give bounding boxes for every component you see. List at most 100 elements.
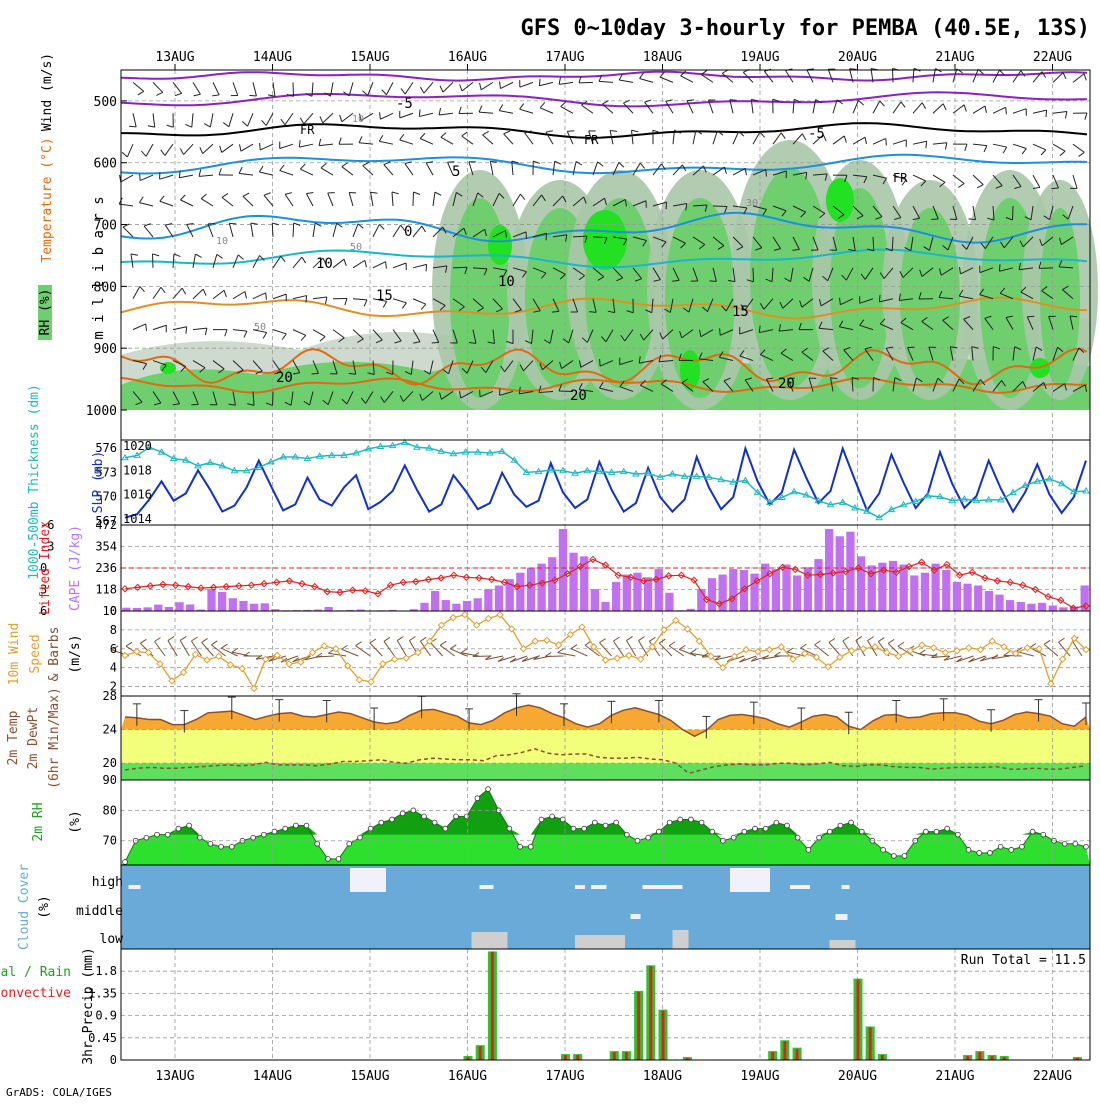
- wind-barb-flag: [259, 166, 263, 172]
- wind-barb-flag: [201, 194, 206, 198]
- wind-barb-flag: [850, 69, 857, 70]
- wind-barb-flag: [319, 139, 321, 146]
- temp-ylabel3: (6hr Min/Max): [47, 687, 62, 789]
- wind-barb-staff: [973, 144, 987, 145]
- contour-minus10: [121, 72, 1087, 81]
- wind-barb-staff: [165, 144, 173, 155]
- wind-barb-flag: [280, 165, 284, 171]
- wind-barb-staff: [173, 254, 174, 268]
- rh-saturated-core: [826, 178, 854, 222]
- wind-barb-staff: [121, 175, 133, 182]
- wind-barb-staff: [153, 287, 161, 298]
- wind-speed-marker: [450, 615, 456, 621]
- wind-barb-staff: [892, 237, 893, 251]
- barb-10m-staff: [397, 641, 406, 656]
- cape-bar: [420, 603, 428, 611]
- wind-barb-staff: [973, 69, 978, 82]
- wind-barb-staff: [1073, 144, 1084, 152]
- date-top-label: 15AUG: [350, 50, 389, 65]
- wind-barb-staff: [313, 330, 325, 337]
- rh-marker: [614, 820, 619, 825]
- slp-line: [125, 449, 1086, 518]
- wind-barb-flag: [600, 359, 601, 366]
- precip-bar-convective: [991, 1056, 994, 1060]
- barb-10m-flag: [384, 637, 390, 641]
- wind-barb-flag: [977, 185, 983, 188]
- barb-10m-staff: [384, 641, 394, 656]
- wind-barb-flag: [500, 82, 501, 89]
- wind-barb-flag: [520, 104, 524, 110]
- wind-barb-staff: [693, 130, 696, 144]
- wind-barb-flag: [943, 104, 946, 110]
- wind-barb-staff: [153, 325, 166, 329]
- date-bottom-label: 18AUG: [643, 1069, 682, 1084]
- precip-bar-convective: [978, 1052, 981, 1060]
- wind-barb-staff: [243, 196, 253, 206]
- wind-barb-flag: [419, 109, 420, 116]
- rh-marker: [368, 826, 373, 831]
- wind-barb-staff: [500, 82, 513, 88]
- wind-barb-staff: [1039, 268, 1053, 269]
- wind-barb-staff: [199, 175, 213, 176]
- rh-marker: [486, 787, 491, 792]
- date-top-label: 17AUG: [545, 50, 584, 65]
- upper-air-panel: -5 -5 FR FR FR 5 0 10 10 15 15 20 20 20 …: [38, 53, 1098, 440]
- rh-marker: [1009, 847, 1014, 852]
- wind-barb-staff: [1033, 175, 1040, 187]
- contour-label-rh50b: 50: [254, 322, 266, 333]
- barb-10m-staff: [599, 643, 611, 656]
- wind-barb-flag: [958, 183, 964, 187]
- wind-barb-flag: [483, 131, 489, 134]
- wind-barb-staff: [660, 77, 673, 82]
- rh-marker: [208, 841, 213, 846]
- wind-barb-flag: [200, 147, 203, 153]
- wind-barb-staff: [213, 82, 219, 95]
- contour-label-c15b: 15: [732, 304, 749, 320]
- barb-10m-flag: [180, 636, 186, 640]
- rh-marker: [731, 835, 736, 840]
- cape-bar: [910, 575, 918, 611]
- wind-barb-flag: [262, 120, 267, 125]
- wind-barb-flag: [363, 162, 369, 165]
- wind-ylabel2: Speed: [28, 634, 43, 673]
- rh-marker: [123, 860, 128, 865]
- wind-speed-line: [122, 612, 1089, 692]
- wind-barb-staff: [313, 297, 327, 299]
- wind-speed-marker: [767, 647, 773, 653]
- rh-marker: [464, 814, 469, 819]
- barb-10m-flag: [191, 637, 197, 641]
- wind-barb-staff: [553, 161, 555, 175]
- wind-barb-staff: [1013, 109, 1026, 114]
- wind-barb-staff: [893, 102, 901, 113]
- precip-bar-convective: [857, 980, 860, 1060]
- rh-marker: [358, 835, 363, 840]
- wind-barb-staff: [192, 113, 193, 127]
- wind-barb-flag: [243, 193, 249, 196]
- cape-bar: [537, 564, 545, 611]
- contour-label-fr1: FR: [300, 123, 315, 137]
- wind-barb-flag: [802, 134, 805, 140]
- cape-bar: [474, 598, 482, 611]
- wind-barb-staff: [443, 82, 453, 92]
- barb-10m-staff: [168, 641, 177, 656]
- wind-barb-flag: [204, 124, 210, 127]
- cape-tick: 236: [95, 561, 117, 575]
- rh-marker: [197, 835, 202, 840]
- wind-barb-staff: [873, 101, 880, 113]
- date-bottom-label: 21AUG: [935, 1069, 974, 1084]
- slp-grid: [175, 440, 1053, 525]
- wind-barb-staff: [253, 293, 266, 299]
- cloud-low-cell: [830, 940, 856, 949]
- rh-marker: [838, 823, 843, 828]
- wind-barb-flag: [156, 92, 162, 95]
- wind-barb-staff: [462, 82, 473, 91]
- wind-speed-marker: [520, 646, 526, 652]
- wind-barb-staff: [504, 134, 513, 144]
- cape-bar: [729, 569, 737, 611]
- wind-barb-flag: [1065, 112, 1066, 119]
- wind-barb-staff: [405, 82, 413, 94]
- wind-unit: (m/s): [68, 634, 83, 673]
- wind-barb-flag: [161, 287, 165, 293]
